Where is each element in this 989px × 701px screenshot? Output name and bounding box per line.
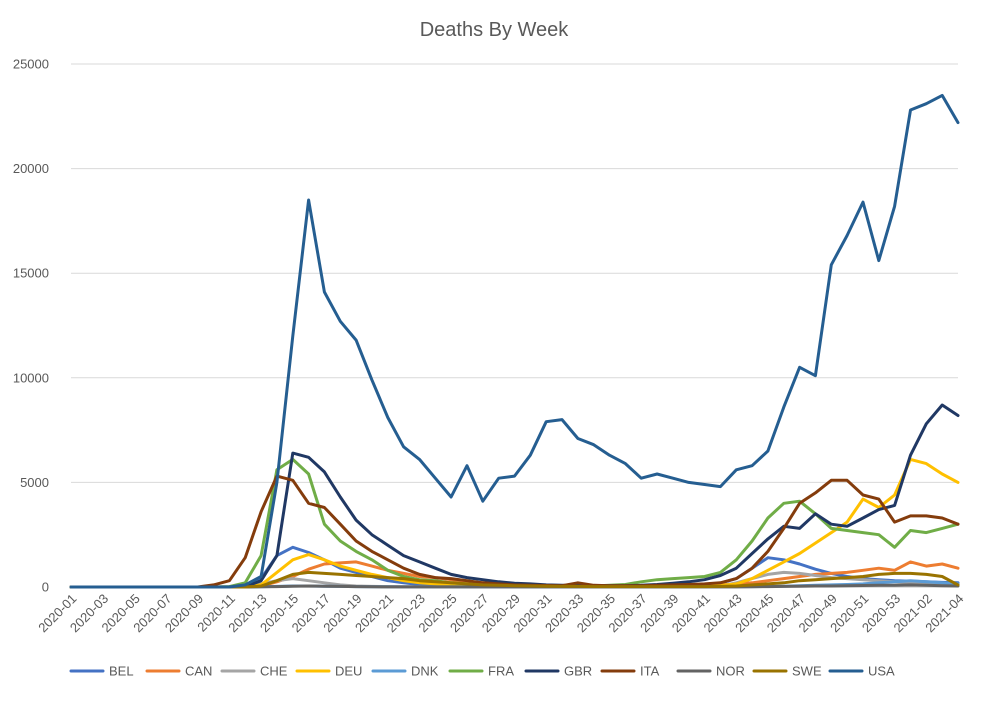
y-tick-label: 10000 [13,370,49,385]
y-tick-label: 15000 [13,266,49,281]
chart-title: Deaths By Week [420,19,570,41]
legend-label: FRA [488,664,514,679]
legend-label: USA [868,664,895,679]
legend-item-fra: FRA [448,664,514,679]
legend-item-swe: SWE [752,664,822,679]
legend-item-dnk: DNK [371,664,439,679]
legend-label: SWE [792,664,822,679]
legend-item-deu: DEU [295,664,362,679]
y-tick-label: 20000 [13,161,49,176]
legend-item-bel: BEL [69,664,134,679]
y-tick-label: 5000 [20,475,49,490]
legend-item-che: CHE [220,664,288,679]
legend-item-gbr: GBR [524,664,592,679]
legend-label: ITA [640,664,660,679]
legend: BEL CAN CHE DEU DNK FRA GBR ITA NOR SWE USA [69,664,895,679]
y-axis: 0 5000 10000 15000 20000 25000 [13,57,49,595]
legend-label: CAN [185,664,212,679]
y-tick-label: 25000 [13,57,49,72]
series-line-usa [69,93,960,589]
legend-item-nor: NOR [676,664,745,679]
legend-label: DNK [411,664,439,679]
legend-item-can: CAN [145,664,212,679]
gridlines [71,63,958,483]
y-tick-label: 0 [42,580,49,595]
legend-item-ita: ITA [600,664,660,679]
legend-label: GBR [564,664,592,679]
legend-label: DEU [335,664,362,679]
legend-label: CHE [260,664,288,679]
series-lines [69,93,960,589]
legend-label: NOR [716,664,745,679]
legend-item-usa: USA [828,664,895,679]
legend-label: BEL [109,664,134,679]
